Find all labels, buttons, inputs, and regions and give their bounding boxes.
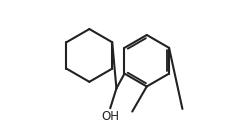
Text: OH: OH bbox=[101, 110, 119, 123]
